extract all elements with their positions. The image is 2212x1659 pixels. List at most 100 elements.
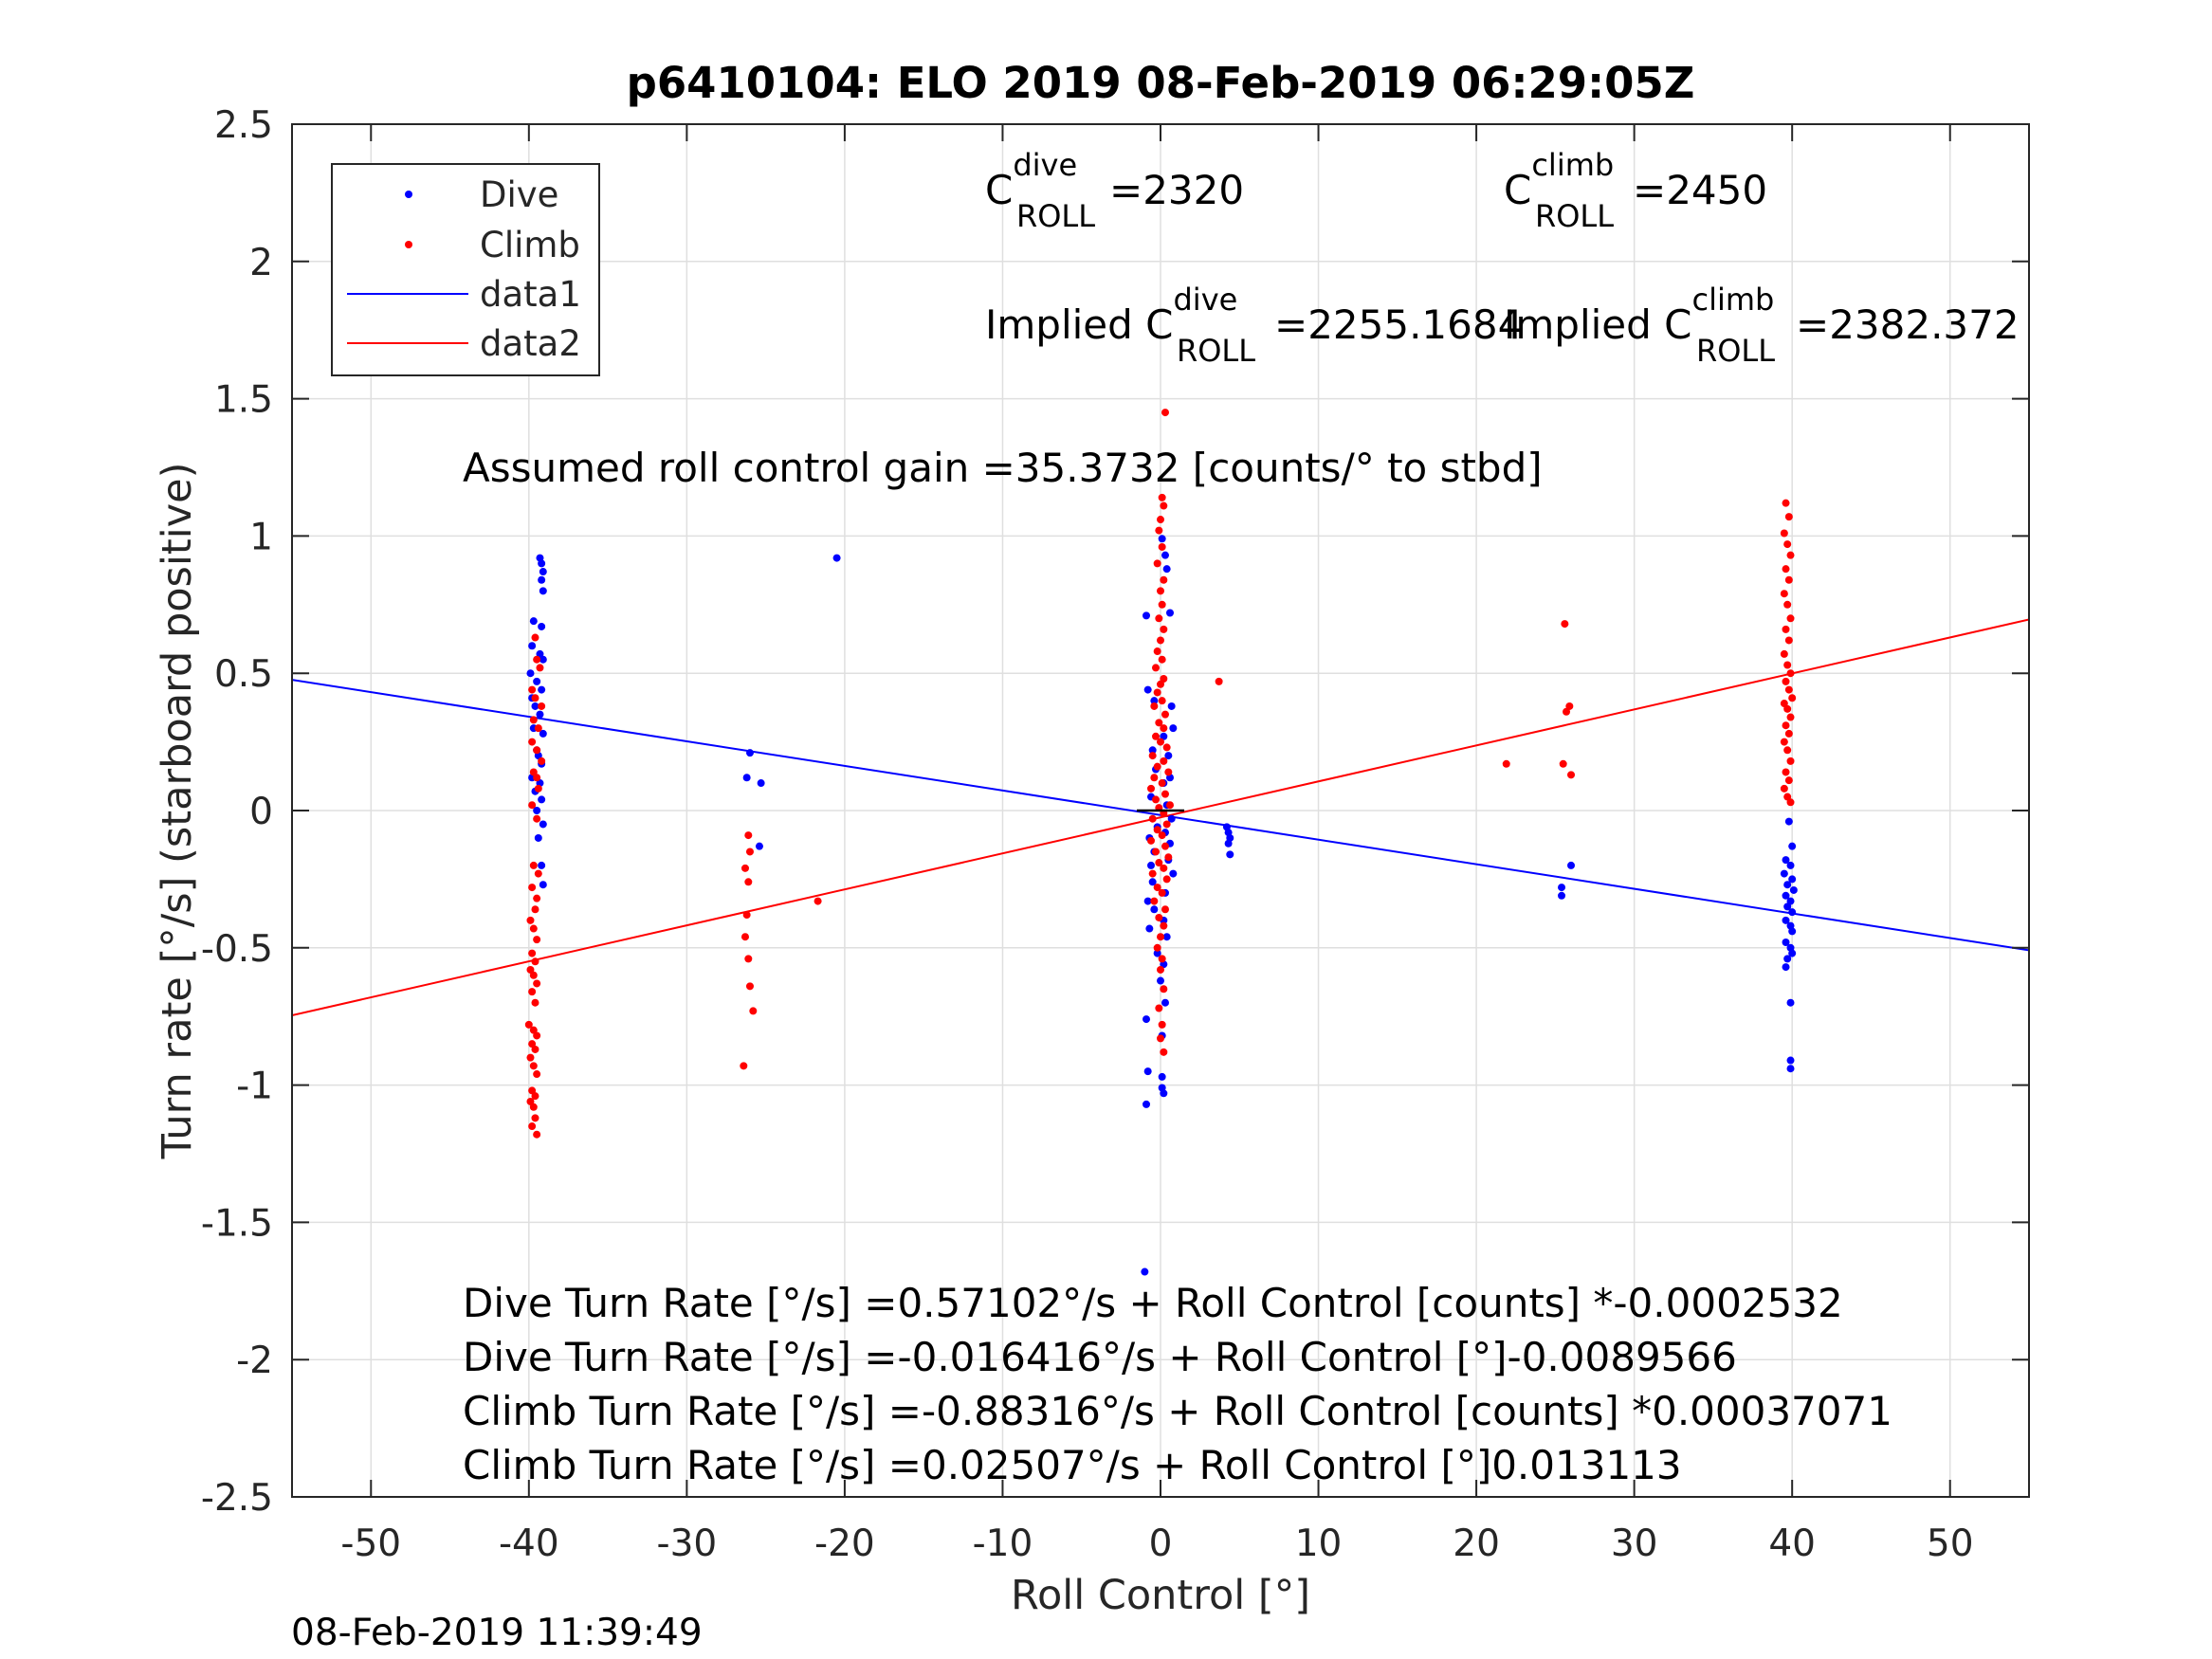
- climb-point: [1215, 677, 1223, 685]
- climb-point: [1158, 655, 1166, 664]
- climb-point: [529, 861, 538, 869]
- climb-point: [526, 1053, 535, 1062]
- dive-point: [1147, 861, 1156, 869]
- dive-point: [529, 617, 538, 626]
- climb-point: [1157, 965, 1164, 974]
- climb-point: [528, 949, 537, 957]
- climb-point: [1153, 647, 1161, 656]
- dive-point: [1786, 1056, 1795, 1065]
- climb-point: [1157, 933, 1164, 941]
- climb-point: [533, 1031, 541, 1040]
- climb-point: [1160, 575, 1168, 584]
- dive-point: [1567, 861, 1576, 869]
- climb-point: [531, 1045, 539, 1053]
- dive-point: [1783, 902, 1792, 911]
- climb-point: [1153, 826, 1161, 834]
- x-tick-label: 50: [1927, 1522, 1974, 1565]
- climb-point: [1786, 713, 1795, 721]
- climb-point: [1155, 526, 1163, 535]
- dive-point: [1226, 850, 1234, 859]
- dive-point: [1158, 1072, 1166, 1081]
- y-tick-label: 0: [249, 791, 273, 833]
- climb-point: [1784, 513, 1793, 521]
- climb-point: [526, 916, 535, 924]
- implied-climb-annotation: Implied Cclimb ROLL=2382.372: [1504, 282, 2020, 369]
- c-roll-climb-annotation: Cclimb ROLL=2450: [1504, 147, 1767, 234]
- climb-point: [740, 933, 749, 941]
- climb-point: [1783, 793, 1792, 801]
- legend-climb-marker: [405, 241, 412, 248]
- plot-data: [292, 409, 2029, 1276]
- dive-point: [1148, 746, 1157, 755]
- dive-point: [1788, 875, 1797, 884]
- climb-point: [1780, 590, 1788, 598]
- climb-point: [1148, 869, 1157, 878]
- dive-point: [1161, 551, 1169, 559]
- dive-point: [1164, 752, 1173, 760]
- dive-degrees-equation: Dive Turn Rate [°/s] =-0.016416°/s + Rol…: [463, 1334, 1737, 1380]
- legend-box: [331, 163, 600, 376]
- climb-point: [814, 897, 822, 905]
- climb-point: [528, 1122, 537, 1131]
- climb-point: [1780, 649, 1788, 658]
- climb-point: [538, 757, 546, 765]
- dive-point: [1558, 891, 1566, 900]
- dive-point: [1148, 878, 1157, 886]
- dive-point: [1782, 939, 1790, 947]
- climb-point: [1782, 677, 1790, 685]
- climb-point: [1565, 702, 1574, 710]
- dive-point: [536, 649, 544, 658]
- climb-point: [533, 655, 541, 664]
- dive-point: [539, 568, 547, 576]
- dive-point: [528, 642, 537, 650]
- climb-point: [745, 848, 754, 856]
- dive-point: [1558, 884, 1566, 892]
- climb-point: [1164, 853, 1173, 862]
- y-tick-label: -2.5: [201, 1477, 273, 1520]
- dive-point: [538, 559, 546, 568]
- climb-point: [1158, 493, 1166, 501]
- dive-point: [1158, 535, 1166, 543]
- climb-point: [1783, 661, 1792, 669]
- climb-point: [1153, 762, 1161, 771]
- climb-point: [529, 1103, 538, 1111]
- climb-point: [740, 1062, 748, 1070]
- dive-point: [1789, 885, 1798, 894]
- climb-point: [1783, 704, 1792, 713]
- climb-point: [1161, 842, 1169, 850]
- climb-point: [534, 784, 542, 793]
- dive-point: [533, 807, 541, 814]
- climb-point: [1157, 738, 1164, 746]
- climb-point: [1157, 680, 1164, 688]
- dive-point: [526, 669, 535, 678]
- climb-point: [1158, 779, 1166, 788]
- climb-point: [1784, 685, 1793, 694]
- climb-point: [524, 1020, 533, 1029]
- dive-point: [539, 729, 547, 738]
- y-tick-label: 1.5: [214, 379, 273, 422]
- dive-point: [539, 820, 547, 829]
- dive-point: [1783, 955, 1792, 963]
- climb-point: [1559, 759, 1567, 768]
- climb-point: [538, 702, 546, 710]
- x-tick-label: 40: [1768, 1522, 1816, 1565]
- climb-point: [1152, 848, 1161, 856]
- climb-point: [534, 869, 542, 878]
- climb-point: [744, 831, 753, 840]
- climb-point: [1783, 746, 1792, 755]
- dive-point: [1169, 869, 1178, 878]
- climb-point: [1165, 801, 1174, 810]
- legend: Dive Climb data1 data2: [331, 163, 600, 376]
- climb-point: [1161, 409, 1169, 417]
- climb-point: [531, 905, 539, 914]
- dive-point: [1165, 609, 1174, 617]
- climb-point: [1784, 575, 1793, 584]
- climb-point: [1782, 625, 1790, 633]
- dive-point: [1786, 861, 1795, 869]
- climb-point: [742, 911, 751, 920]
- dive-point: [1786, 1065, 1795, 1073]
- dive-point: [538, 685, 546, 694]
- climb-point: [1782, 721, 1790, 730]
- dive-point: [1143, 897, 1152, 905]
